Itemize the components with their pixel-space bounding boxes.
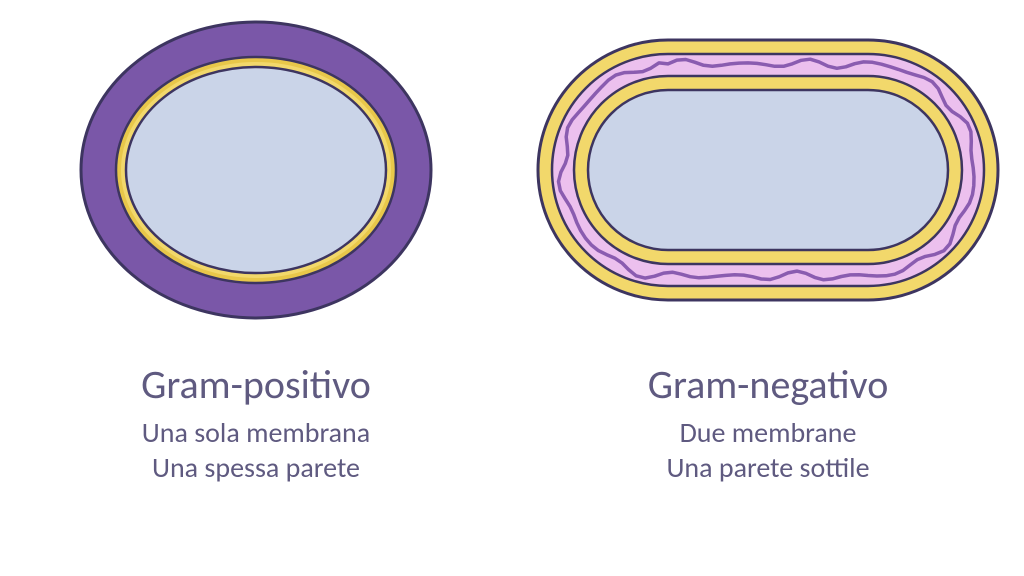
gram-positive-panel: Gram-positivo Una sola membrana Una spes… bbox=[0, 0, 512, 576]
gram-positive-line1: Una sola membrana bbox=[141, 415, 371, 450]
gram-positive-line2: Una spessa parete bbox=[141, 450, 371, 485]
gram-negative-diagram bbox=[512, 0, 1024, 360]
gram-positive-title: Gram-positivo bbox=[141, 360, 371, 409]
gram-negative-panel: Gram-negativo Due membrane Una parete so… bbox=[512, 0, 1024, 576]
gram-negative-caption: Gram-negativo Due membrane Una parete so… bbox=[648, 360, 889, 485]
gram-positive-diagram bbox=[0, 0, 512, 360]
gram-negative-title: Gram-negativo bbox=[648, 360, 889, 409]
gram-negative-line2: Una parete sottile bbox=[648, 450, 889, 485]
gram-negative-line1: Due membrane bbox=[648, 415, 889, 450]
gram-positive-caption: Gram-positivo Una sola membrana Una spes… bbox=[141, 360, 371, 485]
